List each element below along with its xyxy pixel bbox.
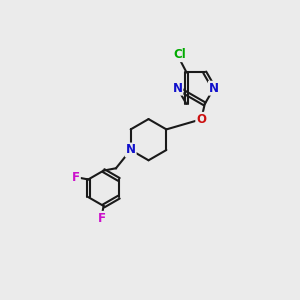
Text: N: N [172,82,182,95]
Text: F: F [72,172,80,184]
Text: Cl: Cl [174,48,186,61]
Text: N: N [209,82,219,95]
Text: O: O [196,113,206,126]
Text: N: N [126,143,136,157]
Text: F: F [98,212,106,225]
